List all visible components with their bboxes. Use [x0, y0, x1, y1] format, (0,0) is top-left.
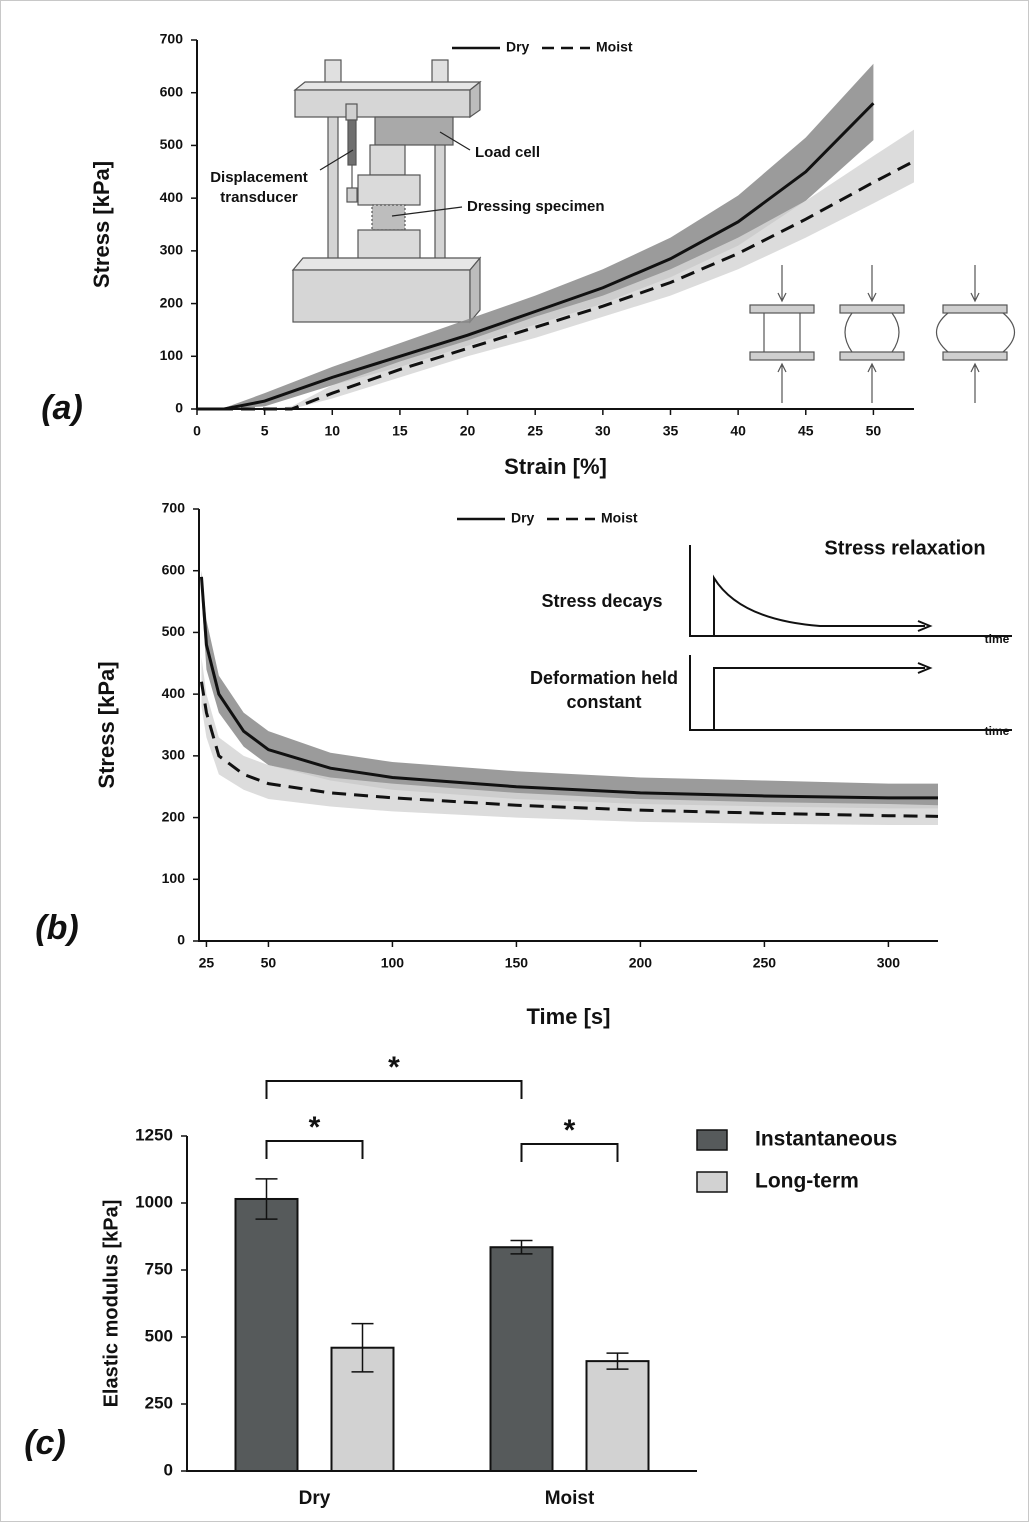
- confidence-band: [201, 657, 938, 825]
- x-tick-label: 200: [629, 955, 653, 971]
- significance-label: *: [388, 1051, 400, 1084]
- y-tick-label: 0: [164, 1460, 173, 1479]
- legend-label: Moist: [596, 39, 633, 55]
- y-tick-label: 600: [162, 561, 186, 577]
- x-tick-label: 150: [505, 955, 529, 971]
- x-tick-label: 20: [460, 423, 476, 439]
- x-tick-label: 35: [663, 423, 679, 439]
- bar: [489, 1246, 554, 1472]
- x-tick-label: Dry: [299, 1488, 331, 1509]
- bar: [585, 1360, 650, 1472]
- x-tick-label: 25: [199, 955, 215, 971]
- x-axis-title: Time [s]: [527, 1004, 611, 1029]
- x-tick-label: 50: [261, 955, 277, 971]
- significance-label: *: [309, 1111, 321, 1144]
- x-tick-label: 25: [527, 423, 543, 439]
- inset-label: Stress decays: [541, 591, 662, 611]
- y-tick-label: 700: [160, 31, 184, 47]
- deformation-schematic: [749, 265, 1016, 403]
- y-tick-label: 600: [160, 83, 184, 99]
- error-bar: [606, 1352, 629, 1370]
- error-bar: [351, 1322, 374, 1373]
- relaxation-inset: [689, 545, 1012, 731]
- y-tick-label: 1250: [135, 1125, 173, 1144]
- y-tick-label: 500: [160, 136, 184, 152]
- y-tick-label: 400: [162, 685, 186, 701]
- apparatus-illustration: [291, 59, 482, 324]
- error-bar: [510, 1239, 533, 1255]
- y-axis-title: Stress [kPa]: [94, 661, 119, 788]
- inset-label: Deformation held constant: [529, 668, 678, 713]
- series-line: [199, 576, 938, 800]
- y-tick-label: 0: [175, 400, 183, 416]
- x-tick-label: 10: [324, 423, 340, 439]
- y-axis-title: Stress [kPa]: [89, 161, 114, 288]
- bar: [234, 1197, 299, 1472]
- axes: [196, 40, 914, 410]
- legend-label: Instantaneous: [755, 1128, 897, 1151]
- y-axis-title: Elastic modulus [kPa]: [100, 1200, 122, 1408]
- legend-label: Long-term: [755, 1170, 859, 1193]
- inset-title: Stress relaxation: [824, 537, 985, 559]
- x-tick-label: 40: [730, 423, 746, 439]
- inset-axis-label: time: [985, 632, 1010, 646]
- x-tick-label: 15: [392, 423, 408, 439]
- legend-label: Dry: [511, 510, 535, 526]
- legend-swatch: [696, 1129, 728, 1151]
- x-tick-label: 0: [193, 423, 201, 439]
- confidence-band: [201, 570, 938, 809]
- axes: [186, 1136, 697, 1472]
- x-tick-label: 5: [261, 423, 269, 439]
- axes: [198, 509, 938, 942]
- y-tick-label: 300: [162, 747, 186, 763]
- significance-label: *: [564, 1114, 576, 1147]
- x-tick-label: Moist: [545, 1488, 595, 1509]
- y-tick-label: 200: [160, 294, 184, 310]
- y-tick-label: 700: [162, 500, 186, 516]
- legend-swatch: [696, 1171, 728, 1193]
- annotation: Load cell: [475, 144, 540, 161]
- y-tick-label: 100: [162, 870, 186, 886]
- panel-label: (c): [24, 1424, 66, 1462]
- x-tick-label: 300: [877, 955, 901, 971]
- annotation: Dressing specimen: [467, 198, 605, 215]
- x-tick-label: 100: [381, 955, 405, 971]
- x-tick-label: 50: [866, 423, 882, 439]
- y-tick-label: 750: [145, 1259, 173, 1278]
- series-line: [199, 681, 939, 818]
- annotation: Displacement transducer: [210, 169, 308, 207]
- y-tick-label: 500: [162, 623, 186, 639]
- x-tick-label: 30: [595, 423, 611, 439]
- y-tick-label: 400: [160, 189, 184, 205]
- y-tick-label: 250: [145, 1393, 173, 1412]
- y-tick-label: 1000: [135, 1192, 173, 1211]
- confidence-band: [197, 63, 874, 409]
- significance-bracket: [265, 1080, 523, 1099]
- legend-label: Moist: [601, 510, 638, 526]
- x-tick-label: 45: [798, 423, 814, 439]
- error-bar: [255, 1178, 278, 1220]
- x-tick-label: 250: [753, 955, 777, 971]
- y-tick-label: 0: [177, 932, 185, 948]
- y-tick-label: 300: [160, 242, 184, 258]
- significance-bracket: [520, 1143, 619, 1162]
- series-line: [197, 102, 875, 411]
- legend-label: Dry: [506, 39, 530, 55]
- panel-label: (b): [35, 909, 78, 947]
- y-tick-label: 200: [162, 808, 186, 824]
- significance-bracket: [265, 1140, 364, 1159]
- panel-label: (a): [41, 389, 83, 427]
- inset-axis-label: time: [985, 724, 1010, 738]
- y-tick-label: 100: [160, 347, 184, 363]
- y-tick-label: 500: [145, 1326, 173, 1345]
- x-axis-title: Strain [%]: [504, 454, 607, 479]
